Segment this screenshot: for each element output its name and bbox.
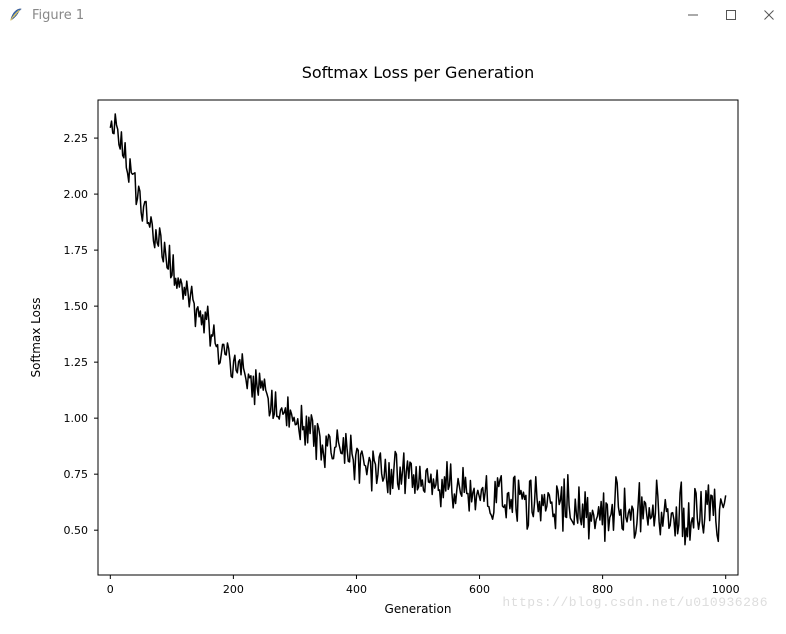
plot-svg: 020040060080010000.500.751.001.251.501.7…: [0, 30, 786, 634]
titlebar: Figure 1: [0, 0, 786, 30]
ytick-label: 0.75: [64, 468, 89, 481]
plot-area: 020040060080010000.500.751.001.251.501.7…: [0, 30, 786, 634]
titlebar-left: Figure 1: [8, 7, 84, 23]
maximize-icon[interactable]: [724, 8, 738, 22]
ytick-label: 0.50: [64, 524, 89, 537]
window-root: Figure 1 020040060080010000.500.751.001.…: [0, 0, 786, 634]
window-title: Figure 1: [32, 8, 84, 23]
app-feather-icon: [8, 7, 24, 23]
titlebar-controls: [686, 8, 776, 22]
minimize-icon[interactable]: [686, 8, 700, 22]
xtick-label: 0: [107, 583, 114, 596]
ytick-label: 2.25: [64, 132, 89, 145]
ytick-label: 1.25: [64, 356, 89, 369]
xtick-label: 600: [469, 583, 490, 596]
close-icon[interactable]: [762, 8, 776, 22]
ytick-label: 1.50: [64, 300, 89, 313]
x-axis-label: Generation: [385, 602, 452, 616]
ytick-label: 1.75: [64, 244, 89, 257]
ytick-label: 2.00: [64, 188, 89, 201]
chart-title: Softmax Loss per Generation: [302, 63, 535, 82]
xtick-label: 400: [346, 583, 367, 596]
xtick-label: 200: [223, 583, 244, 596]
watermark-text: https://blog.csdn.net/u010936286: [502, 595, 768, 610]
ytick-label: 1.00: [64, 412, 89, 425]
y-axis-label: Softmax Loss: [29, 298, 43, 378]
